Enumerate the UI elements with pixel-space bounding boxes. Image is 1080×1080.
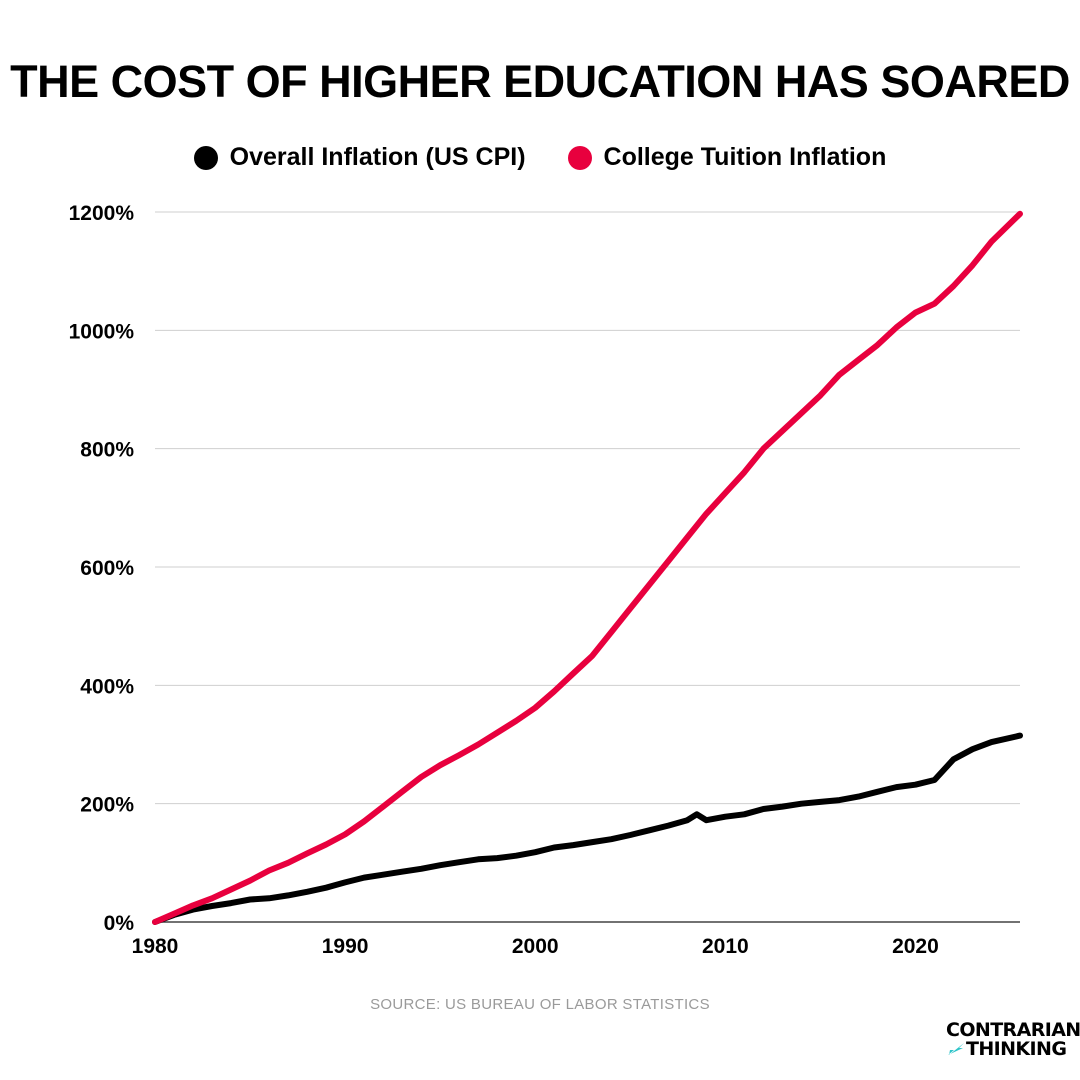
- legend: Overall Inflation (US CPI) College Tuiti…: [0, 143, 1080, 172]
- series-line-tuition: [152, 210, 1023, 925]
- y-tick-label: 0%: [104, 912, 135, 935]
- y-tick-label: 1000%: [69, 320, 135, 343]
- x-axis-ticks: 1980 1990 2000 2010 2020: [132, 935, 939, 958]
- y-tick-label: 800%: [80, 439, 134, 462]
- y-axis-ticks: 0% 200% 400% 600% 800% 1000% 1200%: [69, 202, 135, 935]
- lightning-bolt-icon: [948, 1043, 964, 1055]
- x-tick-label: 2010: [702, 935, 749, 958]
- series-line-cpi: [152, 732, 1023, 925]
- x-tick-label: 2000: [512, 935, 559, 958]
- logo-line-2: THINKING: [946, 1038, 1067, 1060]
- legend-item-tuition: College Tuition Inflation: [567, 143, 887, 172]
- legend-label-tuition: College Tuition Inflation: [603, 143, 887, 171]
- chart-title: THE COST OF HIGHER EDUCATION HAS SOARED: [10, 56, 1070, 107]
- logo-line-1: CONTRARIAN: [946, 1019, 1080, 1041]
- y-tick-label: 400%: [80, 675, 134, 698]
- logo-line-2-text: THINKING: [966, 1038, 1067, 1060]
- series-lines: [152, 210, 1023, 925]
- brand-logo: CONTRARIAN THINKING: [946, 1019, 1080, 1060]
- grid-lines: [155, 211, 1020, 923]
- source-note: SOURCE: US BUREAU OF LABOR STATISTICS: [370, 996, 710, 1013]
- y-tick-label: 600%: [80, 557, 134, 580]
- y-tick-label: 1200%: [69, 202, 135, 225]
- y-tick-label: 200%: [80, 794, 134, 817]
- legend-label-cpi: Overall Inflation (US CPI): [229, 143, 526, 171]
- x-tick-label: 1980: [132, 935, 179, 958]
- legend-item-cpi: Overall Inflation (US CPI): [193, 143, 526, 172]
- legend-dot-cpi: [193, 145, 218, 170]
- x-tick-label: 1990: [322, 935, 369, 958]
- legend-dot-tuition: [567, 145, 592, 170]
- x-tick-label: 2020: [892, 935, 939, 958]
